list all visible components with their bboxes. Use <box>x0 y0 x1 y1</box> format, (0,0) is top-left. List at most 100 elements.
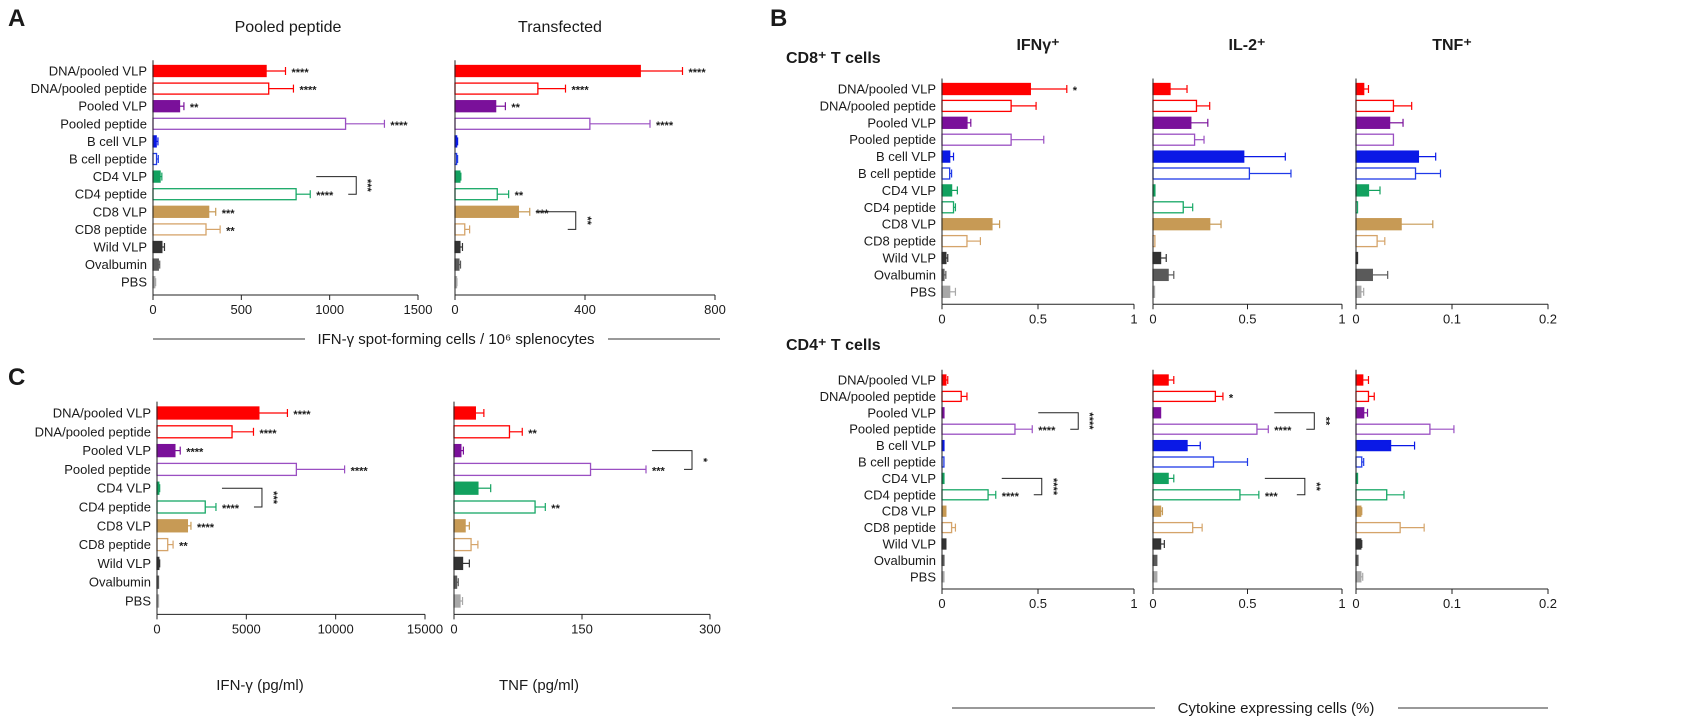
category-label-a1-cd8-peptide: CD8 peptide <box>75 222 147 237</box>
significance-a2-dna-pooled-peptide: **** <box>572 85 590 97</box>
significance-a1-dna-pooled-peptide: **** <box>299 85 317 97</box>
category-label-b4-cd4-vlp: CD4 VLP <box>882 471 936 486</box>
x-tick-label-b5-0: 0 <box>1149 596 1156 611</box>
significance-c1-dna-pooled-vlp: **** <box>293 409 311 421</box>
x-tick-label-a1-1000: 1000 <box>315 302 344 317</box>
bar-b2-b-cell-peptide <box>1152 167 1251 180</box>
bar-b4-cd8-peptide <box>941 521 953 534</box>
bar-b5-dna-pooled-vlp <box>1152 374 1169 386</box>
significance-c1-cd4-peptide: **** <box>222 503 240 515</box>
bar-c2-cd4-peptide <box>453 500 536 514</box>
category-label-b4-b-cell-vlp: B cell VLP <box>876 438 936 453</box>
bar-c1-pooled-vlp <box>156 443 176 458</box>
bracket-label-b4-1: **** <box>1047 478 1059 496</box>
bar-a2-cd4-vlp <box>454 170 461 183</box>
bar-b2-ovalbumin <box>1152 268 1169 282</box>
x-tick-label-b5-0-5: 0.5 <box>1238 596 1256 611</box>
x-tick-label-b1-0-5: 0.5 <box>1029 311 1047 326</box>
category-label-b4-dna-pooled-vlp: DNA/pooled VLP <box>838 373 936 388</box>
x-tick-label-c1-0: 0 <box>153 621 160 636</box>
category-label-c1-pbs: PBS <box>125 594 151 609</box>
category-label-c1-cd4-vlp: CD4 VLP <box>97 481 151 496</box>
chart-title-a1: Pooled peptide <box>235 19 342 36</box>
significance-a1-pooled-peptide: **** <box>390 120 408 132</box>
bar-b3-pbs <box>1355 285 1362 298</box>
category-label-a1-pooled-peptide: Pooled peptide <box>60 116 147 131</box>
x-tick-label-a1-1500: 1500 <box>404 302 433 317</box>
x-tick-label-b5-1: 1 <box>1338 596 1345 611</box>
x-tick-label-c2-150: 150 <box>571 621 593 636</box>
x-tick-label-b3-0: 0 <box>1352 311 1359 326</box>
bracket-b5-1 <box>1264 477 1306 496</box>
significance-c2-cd4-peptide: ** <box>551 503 560 515</box>
bar-b4-dna-pooled-peptide <box>941 390 962 403</box>
bar-b5-cd4-peptide <box>1152 489 1241 501</box>
significance-c1-cd8-peptide: ** <box>179 541 188 553</box>
bar-b3-pooled-vlp <box>1355 116 1391 129</box>
category-label-a1-dna-pooled-peptide: DNA/pooled peptide <box>31 81 147 96</box>
bracket-label-a2-0: ** <box>581 216 593 225</box>
bar-b6-b-cell-peptide <box>1355 456 1363 468</box>
x-axis-label-c2: TNF (pg/ml) <box>499 677 579 694</box>
x-tick-label-c2-0: 0 <box>450 621 457 636</box>
bar-a2-dna-pooled-peptide <box>454 82 539 95</box>
category-label-b4-pbs: PBS <box>910 569 936 584</box>
significance-a2-pooled-peptide: **** <box>656 120 674 132</box>
bar-b1-dna-pooled-vlp <box>941 82 1031 96</box>
category-label-c1-ovalbumin: Ovalbumin <box>89 575 151 590</box>
chart-title-b3: TNF⁺ <box>1432 37 1472 54</box>
category-label-b1-wild-vlp: Wild VLP <box>883 251 936 266</box>
bar-c2-dna-pooled-peptide <box>453 425 511 439</box>
bar-b5-b-cell-vlp <box>1152 439 1188 452</box>
bar-b3-cd8-vlp <box>1355 218 1402 231</box>
bracket-c1-0 <box>221 487 263 508</box>
category-label-b4-dna-pooled-peptide: DNA/pooled peptide <box>820 389 936 404</box>
category-label-c1-pooled-vlp: Pooled VLP <box>82 443 151 458</box>
bar-b2-dna-pooled-peptide <box>1152 99 1198 113</box>
bar-b5-pooled-peptide <box>1152 423 1258 435</box>
bar-a1-pooled-peptide <box>152 117 347 130</box>
category-label-a1-b-cell-peptide: B cell peptide <box>69 152 147 167</box>
category-label-b1-b-cell-vlp: B cell VLP <box>876 149 936 164</box>
significance-b4-cd4-peptide: **** <box>1002 491 1020 503</box>
shared-xlabel-a: IFN-γ spot-forming cells / 10⁶ splenocyt… <box>317 331 594 348</box>
bar-b6-dna-pooled-vlp <box>1355 374 1364 386</box>
significance-a1-dna-pooled-vlp: **** <box>292 67 310 79</box>
significance-b5-dna-pooled-peptide: * <box>1229 392 1234 404</box>
bar-b2-dna-pooled-vlp <box>1152 82 1171 96</box>
x-tick-label-a2-400: 400 <box>574 302 596 317</box>
bar-b6-b-cell-vlp <box>1355 439 1392 452</box>
bar-b5-cd4-vlp <box>1152 472 1169 485</box>
bar-a1-pooled-vlp <box>152 100 181 113</box>
category-label-b4-pooled-vlp: Pooled VLP <box>867 405 936 420</box>
chart-b6: 0 0.1 0.2 <box>1352 369 1557 611</box>
category-label-b4-wild-vlp: Wild VLP <box>883 537 936 552</box>
bracket-b4-1 <box>1001 477 1043 496</box>
x-tick-label-c1-5000: 5000 <box>232 621 261 636</box>
significance-c1-pooled-vlp: **** <box>186 447 204 459</box>
x-tick-label-b2-0-5: 0.5 <box>1238 311 1256 326</box>
bracket-label-b5-1: ** <box>1310 482 1322 491</box>
x-tick-label-b2-1: 1 <box>1338 311 1345 326</box>
bar-b1-cd8-vlp <box>941 218 993 231</box>
category-label-b1-dna-pooled-peptide: DNA/pooled peptide <box>820 98 936 113</box>
category-label-a1-ovalbumin: Ovalbumin <box>85 257 147 272</box>
x-tick-label-c1-15000: 15000 <box>407 621 443 636</box>
bar-b5-dna-pooled-peptide <box>1152 390 1217 403</box>
bar-b6-pbs <box>1355 571 1362 583</box>
x-tick-label-b2-0: 0 <box>1149 311 1156 326</box>
significance-b5-cd4-peptide: *** <box>1265 491 1279 503</box>
x-tick-label-b4-0: 0 <box>938 596 945 611</box>
x-tick-label-c1-10000: 10000 <box>318 621 354 636</box>
chart-b2: IL-2⁺ 0 0.5 1 <box>1149 37 1345 326</box>
bar-c1-cd8-vlp <box>156 519 189 533</box>
chart-b3: TNF⁺ 0 0.1 0.2 <box>1352 37 1557 326</box>
bar-b5-cd8-vlp <box>1152 505 1162 517</box>
bar-b6-cd8-vlp <box>1355 505 1362 517</box>
bar-b6-pooled-peptide <box>1355 423 1431 435</box>
bar-b1-cd4-vlp <box>941 184 953 197</box>
bracket-a1-0 <box>316 176 357 195</box>
bar-b5-wild-vlp <box>1152 538 1162 550</box>
